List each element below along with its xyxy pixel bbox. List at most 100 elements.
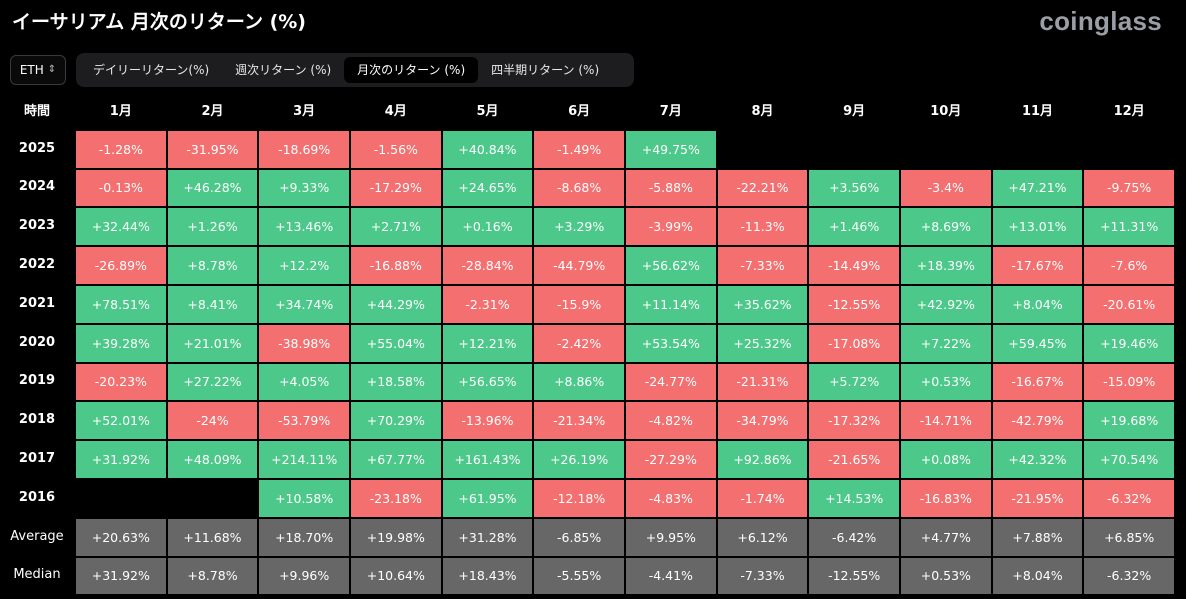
column-header-month: 4月 <box>384 103 407 119</box>
row-label-stat: Median <box>13 567 61 583</box>
return-cell: -7.6% <box>1084 247 1174 284</box>
return-cell: +61.95% <box>442 479 533 517</box>
return-cell: -16.83% <box>900 479 991 517</box>
return-cell: -4.82% <box>625 402 716 440</box>
return-cell: -11.3% <box>717 208 808 246</box>
return-cell: -6.85% <box>534 518 624 556</box>
tab-3[interactable]: 四半期リターン (%) <box>491 63 600 77</box>
return-cell: +49.75% <box>625 130 716 168</box>
return-cell: +10.64% <box>350 557 441 595</box>
tab-0[interactable]: デイリーリターン(%) <box>93 63 210 77</box>
return-cell: +42.92% <box>900 285 991 323</box>
asset-select-label: ETH <box>19 63 44 77</box>
return-cell: -15.09% <box>1084 363 1174 401</box>
return-cell: -26.89% <box>76 247 166 284</box>
return-cell: -6.32% <box>1084 557 1174 595</box>
return-cell: +92.86% <box>717 441 808 478</box>
return-cell: -12.55% <box>809 557 899 595</box>
return-cell: -21.34% <box>534 402 624 440</box>
return-cell: +8.41% <box>167 285 258 323</box>
return-cell: +47.21% <box>992 169 1083 207</box>
return-cell: +18.39% <box>900 247 991 284</box>
return-cell: -42.79% <box>992 402 1083 440</box>
return-cell: -21.95% <box>992 479 1083 517</box>
tab-2[interactable]: 月次のリターン (%) <box>344 57 479 83</box>
return-cell: +8.04% <box>992 557 1083 595</box>
return-cell: +24.65% <box>442 169 533 207</box>
return-cell: -17.08% <box>809 324 899 362</box>
empty-cell <box>168 480 258 517</box>
return-cell: +8.86% <box>534 363 624 401</box>
return-cell: -2.42% <box>534 324 624 362</box>
empty-cell <box>901 131 991 168</box>
return-cell: -1.49% <box>534 130 624 168</box>
return-cell: -13.96% <box>442 402 533 440</box>
return-cell: -15.9% <box>534 285 624 323</box>
return-cell: +8.78% <box>167 247 258 284</box>
return-cell: +11.68% <box>167 518 258 556</box>
empty-cell <box>76 480 166 517</box>
return-cell: -12.55% <box>809 285 899 323</box>
column-header-month: 3月 <box>293 103 316 119</box>
return-cell: +21.01% <box>167 324 258 362</box>
return-cell: +9.96% <box>259 557 349 595</box>
empty-cell <box>718 131 808 168</box>
return-cell: -14.71% <box>900 402 991 440</box>
column-header-month: 11月 <box>1021 103 1054 119</box>
return-cell: +48.09% <box>167 441 258 478</box>
return-cell: +13.46% <box>259 208 349 246</box>
empty-cell <box>1084 131 1174 168</box>
return-cell: +32.44% <box>76 208 166 246</box>
return-cell: -1.28% <box>76 130 166 168</box>
return-cell: +3.56% <box>809 169 899 207</box>
return-cell: -44.79% <box>534 247 624 284</box>
return-cell: +9.95% <box>625 518 716 556</box>
column-header-month: 9月 <box>843 103 866 119</box>
return-cell: -7.33% <box>717 557 808 595</box>
empty-cell <box>809 131 899 168</box>
return-cell: -53.79% <box>259 402 349 440</box>
return-cell: +53.54% <box>625 324 716 362</box>
return-cell: -0.13% <box>76 169 166 207</box>
return-cell: -22.21% <box>717 169 808 207</box>
return-cell: +12.21% <box>442 324 533 362</box>
return-cell: -2.31% <box>442 285 533 323</box>
return-cell: +1.46% <box>809 208 899 246</box>
coinglass-logo[interactable]: coinglass <box>1039 6 1162 36</box>
row-label-year: 2025 <box>18 140 56 156</box>
return-cell: +25.32% <box>717 324 808 362</box>
column-header-month: 6月 <box>568 103 591 119</box>
return-cell: +59.45% <box>992 324 1083 362</box>
return-cell: +11.14% <box>625 285 716 323</box>
asset-select[interactable]: ETH ⇕ <box>10 55 66 85</box>
column-header-month: 8月 <box>751 103 774 119</box>
return-cell: +18.58% <box>350 363 441 401</box>
corner-header-time: 時間 <box>23 103 50 119</box>
return-cell: -31.95% <box>167 130 258 168</box>
return-cell: -18.69% <box>259 130 349 168</box>
return-cell: -6.42% <box>809 518 899 556</box>
row-label-year: 2018 <box>18 412 56 428</box>
return-cell: +5.72% <box>809 363 899 401</box>
return-cell: -8.68% <box>534 169 624 207</box>
row-label-year: 2020 <box>18 334 56 350</box>
return-cell: +78.51% <box>76 285 166 323</box>
monthly-returns-table: 時間 1月 2月 3月 4月 5月 6月 7月 8月 9月 10月 11月 12月 2025 -1.28% -… <box>0 90 1174 595</box>
return-cell: -7.33% <box>717 247 808 284</box>
return-cell: -17.29% <box>350 169 441 207</box>
return-cell: +44.29% <box>350 285 441 323</box>
return-cell: +12.2% <box>259 247 349 284</box>
row-label-year: 2023 <box>18 218 56 234</box>
return-cell: +0.16% <box>442 208 533 246</box>
return-cell: +214.11% <box>259 441 349 478</box>
return-cell: -1.74% <box>717 479 808 517</box>
return-cell: +8.04% <box>992 285 1083 323</box>
return-period-tabs: デイリーリターン(%) 週次リターン (%) 月次のリターン (%) 四半期リターン … <box>76 53 634 87</box>
row-label-year: 2022 <box>18 257 56 273</box>
return-cell: -17.32% <box>809 402 899 440</box>
return-cell: +46.28% <box>167 169 258 207</box>
return-cell: -17.67% <box>992 247 1083 284</box>
return-cell: +67.77% <box>350 441 441 478</box>
return-cell: +4.05% <box>259 363 349 401</box>
tab-1[interactable]: 週次リターン (%) <box>235 63 332 77</box>
